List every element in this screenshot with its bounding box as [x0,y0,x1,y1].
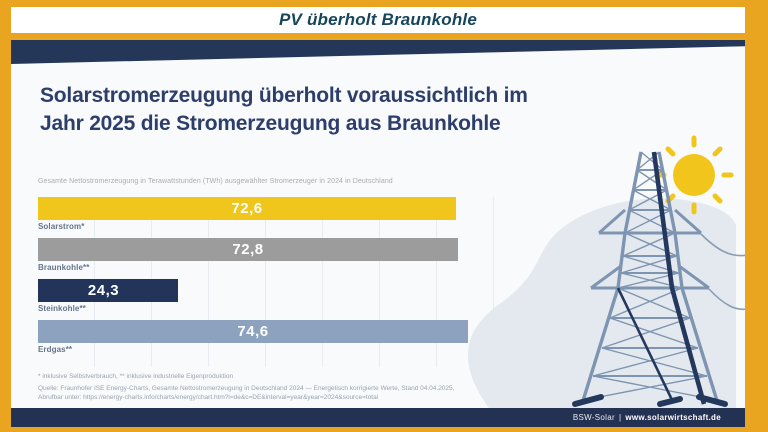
banner-title: PV überholt Braunkohle [278,10,478,29]
bar-erdgas: 74,6 [38,320,468,343]
bar-row: 72,6 Solarstrom* [38,197,506,238]
bar-steinkohle: 24,3 [38,279,178,302]
power-lines [700,233,745,311]
bar-label-steinkohle: Steinkohle** [38,304,86,313]
bar-solarstrom: 72,6 [38,197,456,220]
top-banner: PV überholt Braunkohle [11,7,745,33]
bar-braunkohle: 72,8 [38,238,458,261]
chart-subtitle: Gesamte Nettostromerzeugung in Terawatts… [38,178,393,185]
footer-bar: BSW-Solar | www.solarwirtschaft.de [11,408,745,427]
page-title: Solarstromerzeugung überholt voraussicht… [40,82,528,138]
transmission-tower-icon [572,151,745,407]
footnote-asterisks: * inklusive Selbstverbrauch, ** inklusiv… [38,373,234,380]
footer-divider: | [618,413,622,422]
bar-row: 74,6 Erdgas** [38,320,506,361]
footer-brand: BSW-Solar [572,413,615,422]
footer-website: www.solarwirtschaft.de [625,413,721,422]
bar-row: 72,8 Braunkohle** [38,238,506,279]
bar-label-solarstrom: Solarstrom* [38,222,85,231]
page-title-line2: Jahr 2025 die Stromerzeugung aus Braunko… [40,112,501,135]
content-area: Solarstromerzeugung überholt voraussicht… [11,40,745,427]
footnotes: * inklusive Selbstverbrauch, ** inklusiv… [38,372,454,402]
bar-chart: 72,6 Solarstrom* 72,8 Braunkohle** 24,3 … [38,197,506,367]
bar-label-erdgas: Erdgas** [38,345,73,354]
bar-row: 24,3 Steinkohle** [38,279,506,320]
page-title-line1: Solarstromerzeugung überholt voraussicht… [40,84,528,107]
bar-label-braunkohle: Braunkohle** [38,263,90,272]
footer-text: BSW-Solar | www.solarwirtschaft.de [573,413,721,422]
top-navy-wedge [11,40,745,64]
footnote-source: Quelle: Fraunhofer ISE Energy-Charts, Ge… [38,385,455,392]
sun-icon [654,135,734,215]
footnote-url: Abrufbar unter: https://energy-charts.in… [38,394,379,401]
